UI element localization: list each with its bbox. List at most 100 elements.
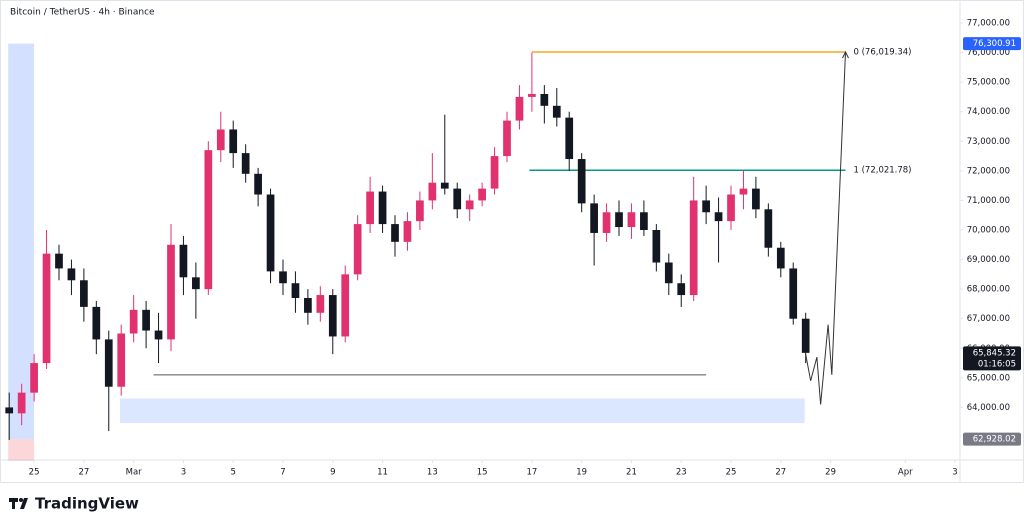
candle-body bbox=[42, 253, 51, 364]
fib-level-label: 0 (76,019.34) bbox=[854, 48, 912, 58]
candle-body bbox=[490, 156, 499, 189]
x-tick-label: 27 bbox=[78, 468, 89, 478]
candle-body bbox=[478, 188, 486, 201]
candle-body bbox=[279, 271, 287, 284]
candle-body bbox=[129, 309, 138, 334]
y-tick-label: 64,000.00 bbox=[967, 403, 1010, 413]
candle-body bbox=[428, 182, 437, 201]
price-label-box bbox=[963, 432, 1021, 446]
candle-body bbox=[503, 120, 511, 157]
candle-body bbox=[154, 330, 163, 340]
x-tick-label: 3 bbox=[181, 468, 186, 478]
brand-logo bbox=[9, 498, 28, 509]
y-tick-label: 68,000.00 bbox=[967, 285, 1010, 295]
candle-body bbox=[55, 253, 63, 269]
candle-body bbox=[752, 188, 760, 210]
price-label: 65,845.32 bbox=[973, 348, 1016, 358]
price-label-box bbox=[963, 37, 1021, 51]
candle-body bbox=[565, 117, 574, 160]
y-tick-label: 74,000.00 bbox=[967, 107, 1010, 117]
candle-body bbox=[515, 96, 524, 121]
candle-body bbox=[540, 93, 549, 106]
x-tick-label: 25 bbox=[29, 468, 40, 478]
candle-body bbox=[104, 339, 113, 387]
candle-body bbox=[204, 150, 213, 290]
x-tick-label: 3 bbox=[952, 468, 957, 478]
candle-body bbox=[391, 224, 399, 242]
x-tick-label: Apr bbox=[898, 468, 913, 478]
y-tick-label: 72,000.00 bbox=[967, 166, 1010, 176]
candle-body bbox=[67, 268, 76, 281]
candle-body bbox=[416, 200, 424, 222]
candle-body bbox=[30, 363, 38, 393]
candle-body bbox=[764, 209, 773, 248]
x-tick-label: 11 bbox=[377, 468, 388, 478]
y-tick-label: 71,000.00 bbox=[967, 196, 1010, 206]
candle-body bbox=[266, 194, 275, 272]
candle-body bbox=[465, 200, 474, 210]
candle-body bbox=[378, 191, 387, 225]
x-tick-label: 13 bbox=[427, 468, 438, 478]
price-label: 76,300.91 bbox=[973, 39, 1016, 49]
candle-body bbox=[440, 182, 449, 189]
y-tick-label: 67,000.00 bbox=[967, 314, 1010, 324]
candle-body bbox=[739, 188, 748, 195]
x-tick-label: 27 bbox=[775, 468, 786, 478]
candle-body bbox=[304, 298, 312, 313]
candle-body bbox=[328, 295, 337, 337]
candle-body bbox=[403, 221, 412, 242]
candle-body bbox=[640, 212, 648, 230]
brand-name[interactable]: TradingView bbox=[35, 495, 139, 513]
price-label-box bbox=[963, 346, 1021, 371]
candle-body bbox=[366, 191, 374, 225]
candle-body bbox=[5, 407, 14, 414]
candle-body bbox=[229, 129, 238, 154]
candle-body bbox=[216, 129, 225, 151]
candle-body bbox=[17, 392, 26, 414]
x-tick-label: 21 bbox=[626, 468, 637, 478]
x-tick-label: 7 bbox=[280, 468, 285, 478]
candle-body bbox=[615, 212, 623, 228]
x-tick-label: 17 bbox=[526, 468, 537, 478]
x-tick-label: 25 bbox=[726, 468, 737, 478]
demand-zone bbox=[119, 398, 805, 424]
candle-body bbox=[453, 188, 462, 210]
candle-body bbox=[341, 274, 350, 337]
candle-body bbox=[254, 173, 262, 195]
candle-body bbox=[727, 194, 735, 222]
candle-body bbox=[652, 230, 661, 263]
position-stop-zone bbox=[8, 439, 35, 461]
price-countdown: 01:16:05 bbox=[978, 359, 1016, 369]
y-tick-label: 70,000.00 bbox=[967, 226, 1010, 236]
candle-body bbox=[590, 203, 598, 233]
y-tick-label: 77,000.00 bbox=[967, 19, 1010, 29]
x-tick-label: 15 bbox=[477, 468, 488, 478]
candle-body bbox=[80, 280, 88, 307]
candle-body bbox=[714, 212, 723, 222]
candle-body bbox=[353, 224, 362, 275]
candle-body bbox=[664, 262, 673, 284]
candle-body bbox=[528, 93, 536, 97]
candle-body bbox=[689, 200, 698, 296]
candle-body bbox=[192, 277, 200, 290]
y-tick-label: 65,000.00 bbox=[967, 373, 1010, 383]
candle-body bbox=[179, 244, 188, 278]
chart-title: Bitcoin / TetherUS · 4h · Binance bbox=[10, 8, 155, 18]
price-label: 62,928.02 bbox=[973, 435, 1016, 445]
projection-arrow bbox=[842, 50, 849, 59]
fib-level-label: 1 (72,021.78) bbox=[854, 166, 912, 176]
candle-body bbox=[142, 309, 150, 331]
x-tick-label: 9 bbox=[330, 468, 335, 478]
x-tick-label: Mar bbox=[126, 468, 143, 478]
y-tick-label: 73,000.00 bbox=[967, 137, 1010, 147]
x-tick-label: 5 bbox=[231, 468, 236, 478]
x-tick-label: 29 bbox=[825, 468, 836, 478]
candle-body bbox=[241, 153, 250, 174]
position-target-zone bbox=[8, 43, 35, 440]
candle-body bbox=[117, 333, 126, 387]
y-tick-label: 76,000.00 bbox=[967, 48, 1010, 58]
x-tick-label: 23 bbox=[676, 468, 687, 478]
candle-body bbox=[776, 247, 785, 269]
x-tick-label: 19 bbox=[576, 468, 587, 478]
